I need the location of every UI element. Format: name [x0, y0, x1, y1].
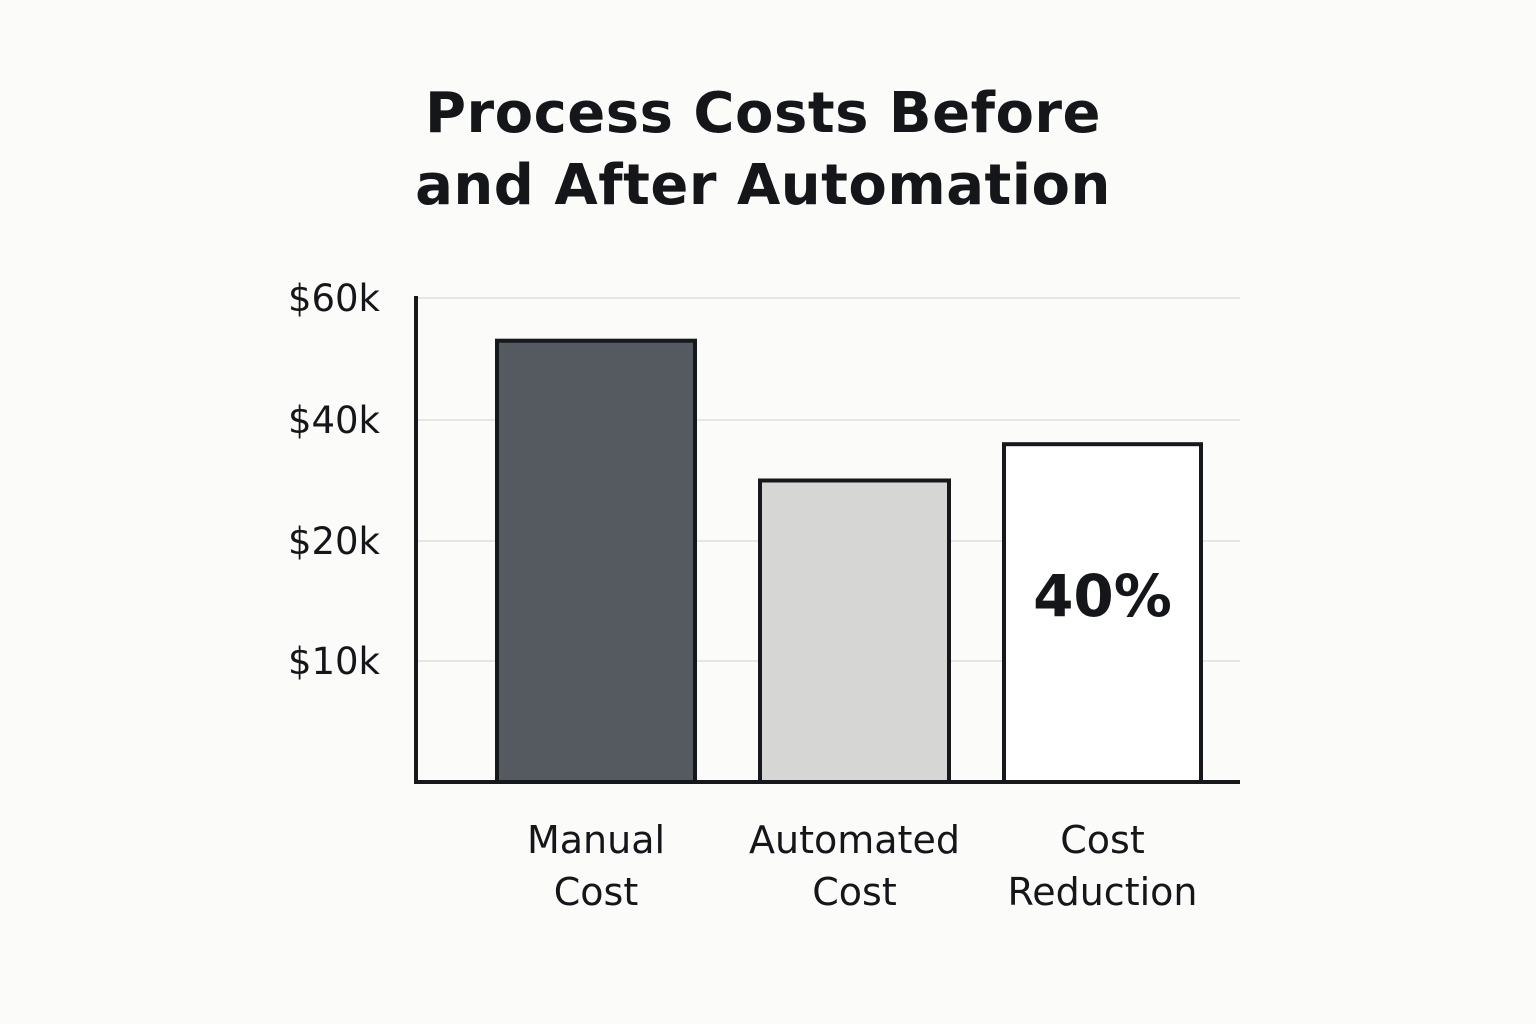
- data-labels: 40%: [1033, 562, 1172, 630]
- bar-0: [495, 338, 697, 784]
- x-category-label: Cost: [1060, 818, 1144, 862]
- y-tick-label: $20k: [288, 520, 381, 563]
- x-category-label: Manual: [527, 818, 665, 862]
- bar-1: [758, 478, 951, 784]
- axes: [414, 296, 1240, 784]
- y-axis-ticks: $10k $20k $40k $60k: [288, 277, 381, 683]
- y-tick-label: $40k: [288, 399, 381, 442]
- y-tick-label: $10k: [288, 640, 381, 683]
- y-tick-label: $60k: [288, 277, 381, 320]
- chart-title-line-2: and After Automation: [415, 153, 1111, 218]
- x-category-label: Cost: [812, 870, 896, 914]
- chart-title-line-1: Process Costs Before: [424, 81, 1102, 146]
- x-category-label: Cost: [554, 870, 638, 914]
- chart-title: Process Costs Before and After Automatio…: [0, 78, 1526, 222]
- x-category-label: Reduction: [1008, 870, 1198, 914]
- x-category-label: Automated: [749, 818, 960, 862]
- data-label: 40%: [1033, 562, 1172, 630]
- x-axis-categories: Manual Cost Automated Cost Cost Reduction: [527, 818, 1198, 914]
